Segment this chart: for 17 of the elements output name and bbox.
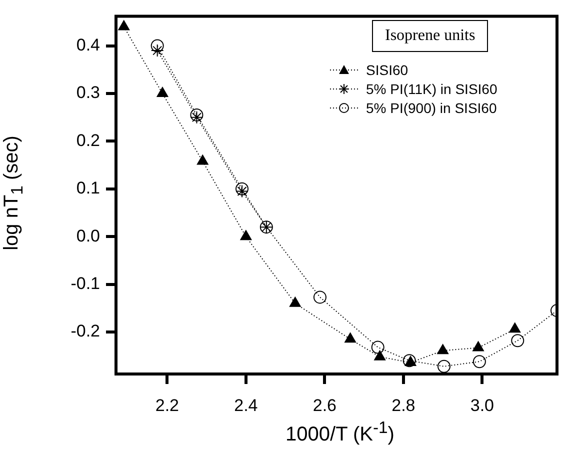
y-tick-label: 0.1 — [76, 178, 100, 198]
y-tick-label: -0.1 — [70, 274, 100, 293]
legend-label: 5% PI(11K) in SISI60 — [366, 80, 498, 96]
y-tick-label: 0.4 — [76, 35, 100, 54]
y-tick-label: 0.3 — [76, 83, 100, 102]
legend-label: 5% PI(900) in SISI60 — [366, 100, 497, 116]
y-tick-label: 0.0 — [76, 226, 100, 246]
y-tick-label: 0.2 — [76, 130, 100, 150]
legend-label: SISI60 — [366, 62, 408, 78]
y-tick-label: -0.2 — [70, 322, 100, 341]
legend-title: Isoprene units — [372, 20, 488, 52]
x-tick-label: 3.0 — [470, 396, 494, 415]
x-axis-title: 1000/T (K$^{-1}$) — [284, 418, 396, 447]
x-tick-label: 2.6 — [312, 396, 337, 415]
x-tick-label: 2.8 — [392, 396, 416, 415]
x-tick-label: 2.4 — [234, 396, 258, 415]
x-tick-label: 2.2 — [155, 396, 180, 415]
